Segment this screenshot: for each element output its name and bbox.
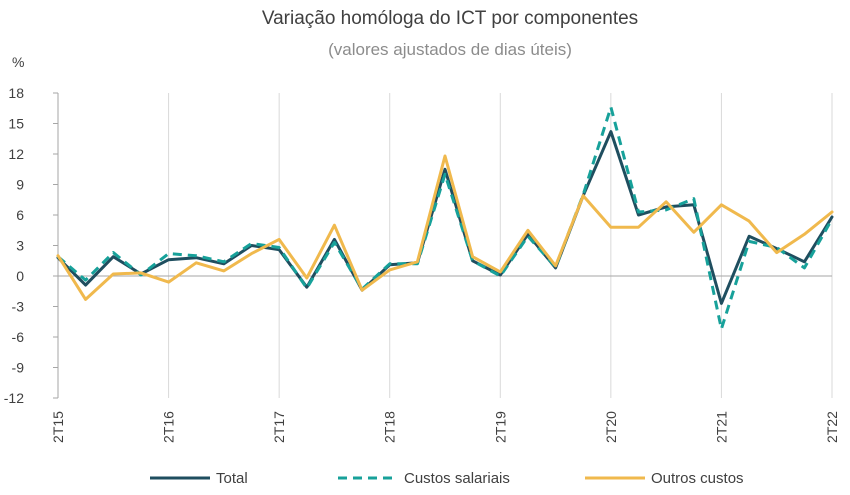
y-axis-unit-label: % (12, 54, 24, 70)
x-tick-label: 2T21 (713, 411, 729, 443)
y-tick-label: 15 (8, 116, 24, 132)
series-line-2 (56, 154, 834, 301)
y-tick-label: 3 (16, 238, 24, 254)
x-tick-label: 2T18 (382, 411, 398, 443)
y-tick-label: 6 (16, 207, 24, 223)
x-tick-label: 2T15 (50, 411, 66, 443)
x-tick-label: 2T22 (824, 411, 840, 443)
legend: Total Custos salariais Outros custos (150, 470, 744, 487)
series-lines (56, 105, 834, 331)
series-line-0 (56, 130, 834, 305)
chart-subtitle: (valores ajustados de dias úteis) (328, 40, 572, 59)
x-tick-labels: 2T15 2T16 2T17 2T18 2T19 2T20 2T21 2T22 (50, 411, 840, 443)
legend-label-0: Total (216, 470, 248, 487)
x-tick-label: 2T17 (271, 411, 287, 443)
y-tick-label: 12 (8, 146, 24, 162)
legend-label-1: Custos salariais (404, 470, 510, 487)
y-tick-label: 18 (8, 85, 24, 101)
y-tick-label: 9 (16, 177, 24, 193)
grid-lines (57, 93, 833, 398)
chart-title: Variação homóloga do ICT por componentes (262, 8, 638, 29)
y-tick-label: -9 (12, 360, 25, 376)
y-tick-labels: 18 15 12 9 6 3 0 -3 -6 -9 -12 (4, 85, 24, 406)
x-tick-label: 2T20 (603, 411, 619, 443)
y-tick-label: -6 (12, 329, 25, 345)
series-line-1 (57, 105, 834, 331)
legend-label-2: Outros custos (651, 470, 744, 487)
y-tick-label: -12 (4, 390, 24, 406)
x-tick-label: 2T19 (492, 411, 508, 443)
y-tick-label: 0 (16, 268, 24, 284)
y-tick-label: -3 (12, 299, 25, 315)
axes (53, 92, 832, 399)
x-tick-label: 2T16 (161, 411, 177, 443)
